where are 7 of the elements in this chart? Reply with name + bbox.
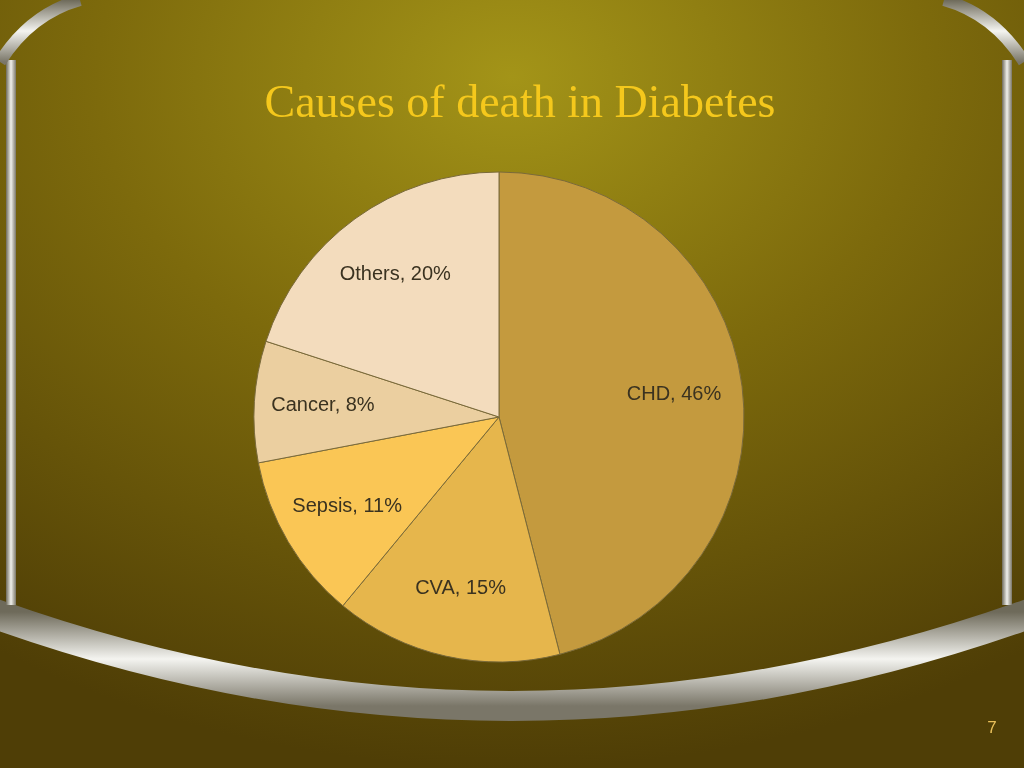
slice-label: CVA, 15% [415,576,507,599]
text: 7 [987,718,997,737]
slice-label: Sepsis, 11% [292,494,403,517]
slice-label: Cancer, 8% [271,393,375,416]
chart-title: Causes of death in Diabetes [264,76,776,127]
slice-label: Others, 20% [339,261,452,284]
slice-label: CHD, 46% [626,382,722,405]
